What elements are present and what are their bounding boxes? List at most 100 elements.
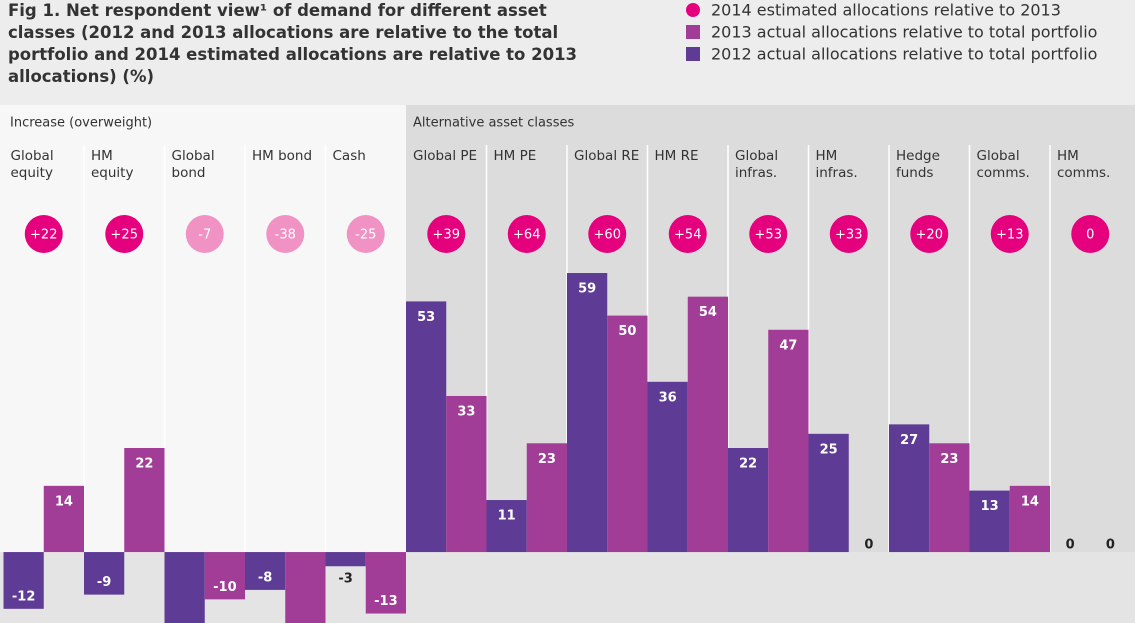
value-label: 50	[618, 324, 636, 339]
estimate-dot	[105, 215, 144, 253]
value-label: 25	[820, 442, 838, 457]
estimate-label: +53	[755, 228, 782, 243]
bar	[567, 273, 608, 553]
value-label: 14	[1021, 494, 1039, 509]
category-label: Global equity	[11, 148, 54, 181]
value-label: -8	[258, 570, 272, 585]
estimate-dot	[910, 215, 949, 253]
estimate-label: -25	[355, 228, 376, 243]
category-label: HM infras.	[816, 148, 858, 181]
bar	[365, 552, 406, 614]
chart-title: Fig 1. Net respondent view¹ of demand fo…	[8, 1, 578, 86]
estimate-label: +22	[30, 228, 57, 243]
estimate-dot	[829, 215, 868, 253]
value-label: 22	[739, 457, 757, 472]
estimate-dot	[185, 215, 224, 253]
value-label: 0	[1106, 538, 1115, 553]
value-label: 23	[940, 452, 958, 467]
bar	[245, 552, 286, 590]
bar	[446, 395, 487, 553]
category-label: Global comms.	[977, 148, 1030, 181]
estimate-dot	[507, 215, 546, 253]
bar	[889, 424, 930, 553]
legend-marker	[686, 47, 700, 61]
section-label: Increase (overweight)	[10, 116, 152, 131]
bar	[486, 500, 527, 553]
legend-label: 2012 actual allocations relative to tota…	[711, 45, 1097, 64]
value-label: 0	[864, 538, 873, 553]
value-label: 22	[135, 457, 153, 472]
value-label: -3	[338, 572, 352, 587]
bar	[1009, 485, 1050, 553]
value-label: 54	[699, 305, 717, 320]
value-label: 47	[779, 338, 797, 353]
estimate-dot	[346, 215, 385, 253]
value-label: -10	[213, 580, 237, 595]
value-label: 23	[538, 452, 556, 467]
bar	[728, 448, 769, 553]
estimate-label: 0	[1086, 228, 1094, 243]
estimate-label: +13	[996, 228, 1023, 243]
bar	[285, 552, 326, 623]
bar	[43, 485, 84, 553]
bar	[164, 552, 205, 623]
estimate-dot	[668, 215, 707, 253]
value-label: 11	[498, 509, 516, 524]
category-label: HM PE	[494, 148, 537, 164]
estimate-dot	[266, 215, 305, 253]
value-label: -13	[374, 594, 398, 609]
bar	[687, 296, 728, 553]
category-label: HM RE	[655, 148, 699, 164]
estimate-dot	[990, 215, 1029, 253]
category-label: Global PE	[413, 148, 477, 164]
estimate-label: +60	[594, 228, 621, 243]
estimate-label: +39	[433, 228, 460, 243]
value-label: 33	[457, 404, 475, 419]
bar	[929, 443, 970, 553]
category-label: Global infras.	[735, 148, 778, 181]
bar	[808, 433, 849, 553]
estimate-label: -38	[275, 228, 296, 243]
category-label: Cash	[333, 148, 366, 164]
category-label: HM equity	[91, 148, 133, 181]
bar	[526, 443, 567, 553]
estimate-dot	[588, 215, 627, 253]
estimate-dot	[427, 215, 466, 253]
legend-marker	[686, 3, 700, 17]
value-label: 14	[55, 494, 73, 509]
bar	[768, 329, 809, 553]
legend-label: 2013 actual allocations relative to tota…	[711, 23, 1097, 42]
legend-marker	[686, 25, 700, 39]
estimate-label: +54	[674, 228, 701, 243]
value-label: -9	[97, 575, 111, 590]
value-label: 0	[1066, 538, 1075, 553]
bar	[325, 552, 366, 567]
bar	[124, 448, 165, 553]
category-label: HM comms.	[1057, 148, 1110, 181]
bar	[3, 552, 44, 609]
bar	[647, 381, 688, 553]
section-label: Alternative asset classes	[413, 116, 574, 131]
estimate-label: +25	[111, 228, 138, 243]
legend-label: 2014 estimated allocations relative to 2…	[711, 1, 1061, 20]
value-label: 53	[417, 310, 435, 325]
category-label: Hedge funds	[896, 148, 940, 181]
value-label: 13	[981, 499, 999, 514]
bar	[204, 552, 245, 600]
bar	[969, 490, 1010, 553]
estimate-dot	[1071, 215, 1110, 253]
estimate-dot	[24, 215, 63, 253]
bar	[84, 552, 125, 595]
bar	[406, 301, 447, 553]
estimate-label: +20	[916, 228, 943, 243]
value-label: -12	[12, 589, 36, 604]
estimate-label: +64	[513, 228, 540, 243]
estimate-dot	[749, 215, 788, 253]
category-label: Global bond	[172, 148, 215, 181]
value-label: 36	[659, 390, 677, 405]
estimate-label: +33	[835, 228, 862, 243]
estimate-label: -7	[198, 228, 211, 243]
value-label: 27	[900, 433, 918, 448]
